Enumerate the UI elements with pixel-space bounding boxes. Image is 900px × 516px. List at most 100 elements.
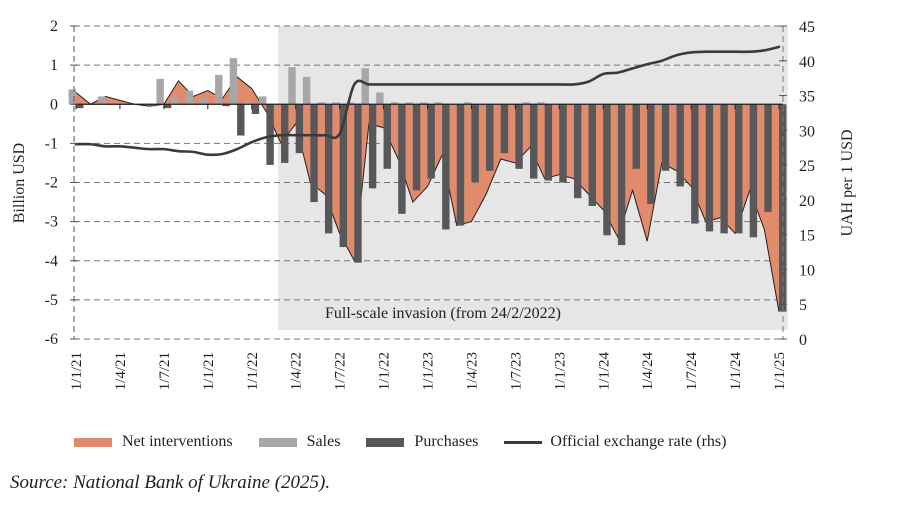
purchases-bar (163, 104, 172, 109)
sales-bar (420, 102, 428, 105)
purchases-bar (76, 104, 84, 109)
x-tick-label: 1/1/22 (245, 352, 261, 390)
x-tick-label: 1/1/24 (596, 352, 612, 391)
y-tick-label-right: 25 (799, 158, 815, 175)
purchases-bar (647, 104, 655, 205)
purchases-bar (661, 104, 670, 171)
source-note: Source: National Bank of Ukraine (2025). (10, 472, 331, 493)
x-tick-label: 1/4/23 (464, 352, 480, 390)
sales-bar (185, 90, 194, 105)
sales-bar (258, 96, 267, 105)
sales-bar (156, 78, 164, 105)
x-tick-label: 1/1/21 (201, 352, 217, 390)
sales-bar (376, 92, 384, 105)
sales-bar (68, 89, 76, 105)
legend-label-net-interventions: Net interventions (122, 433, 233, 450)
sales-bar (332, 102, 340, 105)
purchases-bar (720, 104, 728, 234)
purchases-bar (368, 104, 377, 189)
exchange-rate-line (74, 45, 781, 157)
x-tick-label: 1/1/25 (772, 352, 788, 390)
sales-bar (390, 102, 399, 105)
net-interventions-swatch-icon (74, 437, 112, 447)
sales-bar (522, 102, 531, 105)
purchases-bar (749, 104, 758, 238)
sales-bar (229, 58, 238, 105)
legend-item-net-interventions: Net interventions (74, 433, 233, 451)
y-tick-label-right: 0 (799, 332, 807, 349)
y-tick-label-left: 0 (50, 96, 58, 113)
purchases-bar (281, 104, 289, 163)
x-tick-label: 1/4/24 (640, 352, 656, 391)
sales-bar (97, 96, 106, 105)
purchases-bar (500, 104, 509, 154)
y-tick-label-left: 2 (50, 18, 58, 35)
x-tick-label: 1/4/22 (289, 352, 305, 390)
y-tick-label-right: 30 (799, 123, 815, 140)
legend: Net interventions Sales Purchases Offici… (74, 433, 752, 451)
y-tick-label-right: 40 (799, 54, 815, 71)
purchases-bar (588, 104, 597, 206)
sales-bar (317, 102, 325, 105)
purchases-bar (530, 104, 538, 179)
legend-label-purchases: Purchases (414, 433, 479, 450)
x-tick-label: 1/4/21 (113, 352, 129, 390)
purchases-bar (237, 104, 245, 136)
purchases-bar (324, 104, 333, 234)
purchases-bar (544, 104, 553, 181)
sales-bar (215, 74, 223, 105)
purchases-bar (149, 104, 157, 107)
y-tick-label-right: 45 (799, 19, 815, 36)
purchases-swatch-icon (366, 437, 405, 447)
purchases-bar (559, 104, 567, 183)
legend-item-exchange-rate: Official exchange rate (rhs) (504, 433, 726, 451)
x-tick-label: 1/7/22 (333, 352, 349, 390)
x-tick-label: 1/7/21 (157, 352, 173, 390)
purchases-bar (603, 104, 611, 236)
purchases-bar (456, 104, 465, 226)
purchases-bar (471, 104, 479, 183)
purchases-bar (705, 104, 714, 232)
purchases-bar (515, 104, 523, 169)
sales-bar (302, 76, 311, 105)
sales-bar (244, 101, 252, 105)
sales-bar (537, 102, 545, 105)
purchases-bar (617, 104, 626, 246)
purchases-bar (383, 104, 391, 169)
purchases-bar (676, 104, 684, 187)
x-tick-label: 1/1/24 (728, 352, 744, 391)
sales-bar (288, 67, 296, 105)
y-tick-label-left: -3 (45, 214, 58, 231)
legend-item-purchases: Purchases (366, 433, 478, 451)
y-tick-label-right: 5 (799, 297, 807, 314)
purchases-bar (486, 104, 494, 171)
purchases-bar (632, 104, 640, 169)
x-tick-label: 1/1/23 (421, 352, 437, 390)
y-tick-label-right: 35 (799, 89, 815, 106)
purchases-bar (354, 104, 362, 263)
purchases-bar (339, 104, 348, 248)
legend-label-sales: Sales (306, 433, 341, 450)
y-tick-label-left: -5 (45, 292, 58, 309)
purchases-bar (412, 104, 421, 191)
sales-bar (361, 68, 369, 105)
purchases-bar (295, 104, 304, 154)
y-tick-label-right: 15 (799, 228, 815, 245)
purchases-bar (573, 104, 582, 199)
x-tick-label: 1/1/21 (69, 352, 85, 390)
exchange-rate-line-swatch-icon (504, 440, 543, 444)
x-tick-label: 1/1/23 (552, 352, 568, 390)
invasion-annotation: Full-scale invasion (from 24/2/2022) (325, 305, 561, 322)
y-tick-label-left: -6 (45, 331, 58, 348)
y-axis-title-right: UAH per 1 USD (839, 129, 856, 236)
purchases-bar (735, 104, 743, 234)
legend-label-exchange-rate: Official exchange rate (rhs) (550, 433, 727, 450)
bars-layer (68, 58, 787, 312)
purchases-bar (691, 104, 699, 224)
legend-item-sales: Sales (258, 433, 341, 451)
y-tick-label-right: 20 (799, 193, 815, 210)
purchases-bar (442, 104, 450, 230)
purchases-bar (222, 104, 230, 107)
x-tick-label: 1/7/23 (508, 352, 524, 390)
